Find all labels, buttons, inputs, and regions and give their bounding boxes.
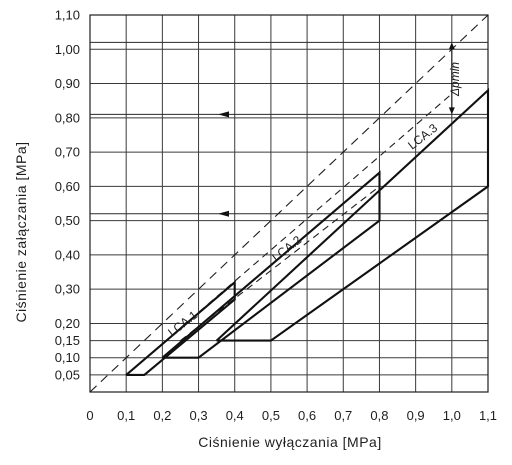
y-tick-label: 0,90 <box>55 76 80 91</box>
x-tick-label: 0,4 <box>226 408 244 423</box>
x-tick-label: 0,1 <box>117 408 135 423</box>
series-group <box>125 88 490 376</box>
y-tick-label: 0,70 <box>55 145 80 160</box>
x-axis-ticks: 0 0,1 0,2 0,3 0,4 0,5 0,6 0,7 0,8 0,9 1,0 1,1 <box>86 408 497 423</box>
series-label-lca3: LCA.3 <box>405 121 440 153</box>
delta-p-arrowhead-top <box>448 42 455 50</box>
series-lca1-outline <box>125 280 236 376</box>
y-axis-ticks: 0,05 0,10 0,15 0,20 0,30 0,40 0,50 0,60 0,70 0,80… <box>55 8 80 383</box>
y-axis-title: Ciśnienie załączania [MPa] <box>13 141 29 322</box>
left-arrow <box>218 111 229 118</box>
x-tick-label: 0,7 <box>334 408 352 423</box>
x-tick-label: 0,3 <box>190 408 208 423</box>
y-tick-label: 0,10 <box>55 350 80 365</box>
arrows <box>218 42 455 217</box>
y-tick-label: 0,80 <box>55 110 80 125</box>
y-tick-label: 0,30 <box>55 282 80 297</box>
x-tick-label: 0,5 <box>262 408 280 423</box>
reference-hlines <box>90 41 488 215</box>
series-lca2-outline <box>161 170 381 359</box>
x-tick-label: 0 <box>86 408 93 423</box>
x-tick-label: 1,0 <box>443 408 461 423</box>
delta-p-arrowhead-bottom <box>448 107 455 115</box>
left-arrow <box>218 210 229 217</box>
y-tick-label: 0,15 <box>55 333 80 348</box>
y-tick-label: 0,60 <box>55 179 80 194</box>
plot-frame <box>89 14 489 393</box>
x-tick-label: 1,1 <box>479 408 497 423</box>
y-tick-label: 0,20 <box>55 316 80 331</box>
reference-diagonals <box>89 14 489 393</box>
diagonal-line <box>89 14 489 393</box>
x-tick-label: 0,9 <box>407 408 425 423</box>
y-tick-label: 0,40 <box>55 247 80 262</box>
x-axis-title: Ciśnienie wyłączania [MPa] <box>198 434 381 450</box>
delta-p-min-label: Δpmin <box>448 62 462 97</box>
x-tick-label: 0,2 <box>153 408 171 423</box>
y-tick-label: 0,50 <box>55 213 80 228</box>
y-tick-label: 1,00 <box>55 42 80 57</box>
y-tick-label: 0,05 <box>55 367 80 382</box>
y-tick-label: 1,10 <box>55 8 80 23</box>
x-tick-label: 0,8 <box>370 408 388 423</box>
series-lca3-outline <box>215 88 490 342</box>
x-tick-label: 0,6 <box>298 408 316 423</box>
